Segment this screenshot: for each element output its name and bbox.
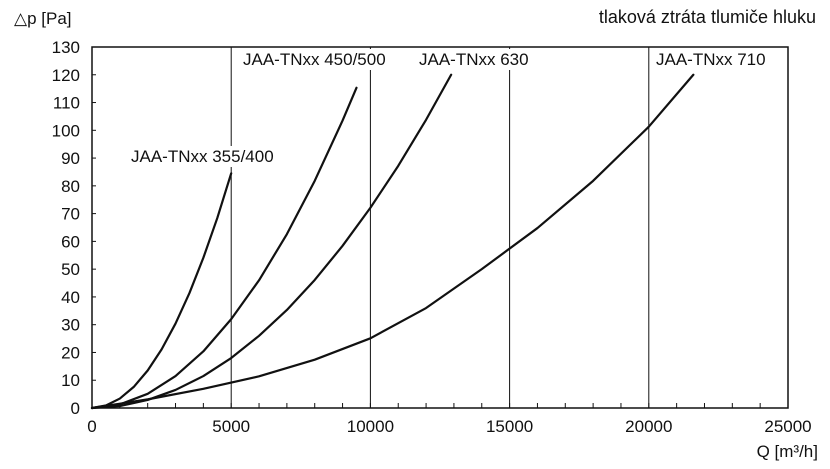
series-label-bg	[128, 146, 277, 167]
chart-title: tlaková ztráta tlumiče hluku	[599, 7, 816, 27]
x-minor-ticks	[119, 403, 761, 408]
x-tick-label: 0	[87, 417, 96, 436]
y-tick-label: 30	[61, 316, 80, 335]
y-tick-label: 0	[71, 399, 80, 418]
x-axis-label: Q [m³/h]	[757, 442, 818, 461]
series-line-3	[90, 73, 695, 410]
x-tick-label: 10000	[347, 417, 394, 436]
y-tick-label: 90	[61, 149, 80, 168]
y-tick-label: 10	[61, 371, 80, 390]
y-axis-label: △p [Pa]	[14, 9, 72, 28]
series-label-bg	[653, 49, 769, 70]
y-tick-label: 80	[61, 177, 80, 196]
y-tick-label: 20	[61, 343, 80, 362]
series-labels: JAA-TNxx 355/400 JAA-TNxx 450/500 JAA-TNxx…	[128, 49, 769, 167]
series-label: JAA-TNxx 450/500	[243, 50, 386, 69]
series-label-bg	[240, 49, 389, 70]
y-tick-label: 110	[53, 94, 80, 113]
series-label: JAA-TNxx 710	[656, 50, 766, 69]
y-tick-label: 130	[52, 38, 80, 57]
series-line-2	[90, 73, 453, 410]
series-label-bg	[416, 49, 532, 70]
x-tick-label: 25000	[764, 417, 811, 436]
series-line-1	[90, 86, 358, 410]
grid	[230, 47, 650, 408]
series-line-0	[90, 172, 233, 410]
y-tick-label: 70	[61, 205, 80, 224]
y-tick-label: 50	[61, 260, 80, 279]
series-label: JAA-TNxx 630	[419, 50, 529, 69]
x-tick-label: 15000	[486, 417, 533, 436]
curves	[90, 73, 695, 410]
plot-frame	[91, 46, 789, 409]
y-tick-labels: 0 10 20 30 40 50 60 70 80 90 100 110 120 130	[52, 38, 96, 418]
series-label: JAA-TNxx 355/400	[131, 147, 274, 166]
y-tick-label: 100	[52, 121, 80, 140]
x-tick-labels: 0 5000 10000 15000 20000 25000	[87, 417, 811, 436]
y-tick-label: 40	[61, 288, 80, 307]
x-tick-label: 20000	[625, 417, 672, 436]
x-tick-label: 5000	[212, 417, 250, 436]
y-tick-label: 60	[61, 232, 80, 251]
y-tick-label: 120	[52, 66, 80, 85]
